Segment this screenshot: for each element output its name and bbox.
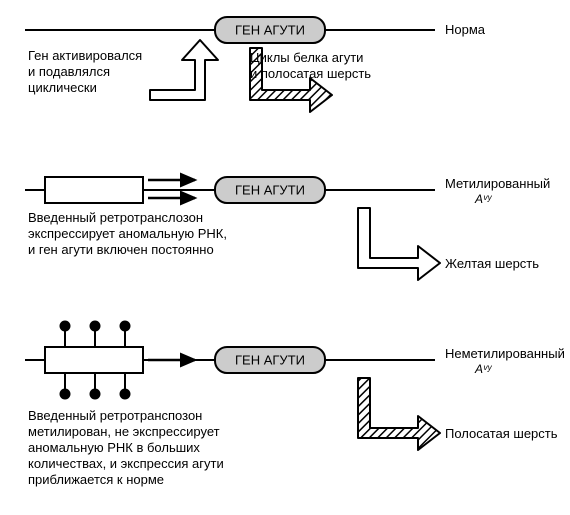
panel1-left-caption-l3: циклически (28, 80, 97, 95)
methyl-bottom (60, 373, 130, 399)
panel3-left-caption-l1: Введенный ретротранспозон (28, 408, 202, 423)
panel1-left-caption-l1: Ген активировался (28, 48, 142, 63)
panel2-right-label-l1: Метилированный (445, 176, 550, 191)
arrow-up-left (150, 40, 218, 100)
panel-2: ГЕН АГУТИ Метилированный Aᵛʸ Введенный р… (25, 176, 550, 280)
panel3-left-caption-l5: приближается к норме (28, 472, 164, 487)
panel-3: ГЕН АГУТИ Неметилированный Aᵛʸ Введенный… (25, 321, 565, 487)
panel3-right-label-l2: Aᵛʸ (474, 362, 492, 376)
gene-label-3: ГЕН АГУТИ (235, 352, 305, 367)
panel1-right-label: Норма (445, 22, 486, 37)
gene-label-2: ГЕН АГУТИ (235, 182, 305, 197)
arrow-down-right-outline (358, 208, 440, 280)
diagram-svg: ГЕН АГУТИ Норма Ген активировался и пода… (0, 0, 570, 515)
methyl-top (60, 321, 130, 347)
panel3-result-label: Полосатая шерсть (445, 426, 558, 441)
retro-box-3 (45, 347, 143, 373)
panel3-right-label-l1: Неметилированный (445, 346, 565, 361)
panel3-left-caption-l3: аномальную РНК в больших (28, 440, 200, 455)
panel1-right-caption-l1: Циклы белка агути (250, 50, 363, 65)
panel2-result-label: Желтая шерсть (445, 256, 539, 271)
panel-1: ГЕН АГУТИ Норма Ген активировался и пода… (25, 17, 486, 112)
retro-box-2 (45, 177, 143, 203)
panel3-left-caption-l4: количествах, и экспрессия агути (28, 456, 224, 471)
panel1-left-caption-l2: и подавлялся (28, 64, 110, 79)
panel3-left-caption-l2: метилирован, не экспрессирует (28, 424, 220, 439)
panel2-left-caption-l3: и ген агути включен постоянно (28, 242, 214, 257)
panel2-left-caption-l1: Введенный ретротранслозон (28, 210, 203, 225)
panel2-left-caption-l2: экспрессирует аномальную РНК, (28, 226, 227, 241)
gene-label-1: ГЕН АГУТИ (235, 22, 305, 37)
arrow-down-right-hatched-3 (358, 378, 440, 450)
panel1-right-caption-l2: и полосатая шерсть (250, 66, 371, 81)
panel2-right-label-l2: Aᵛʸ (474, 192, 492, 206)
